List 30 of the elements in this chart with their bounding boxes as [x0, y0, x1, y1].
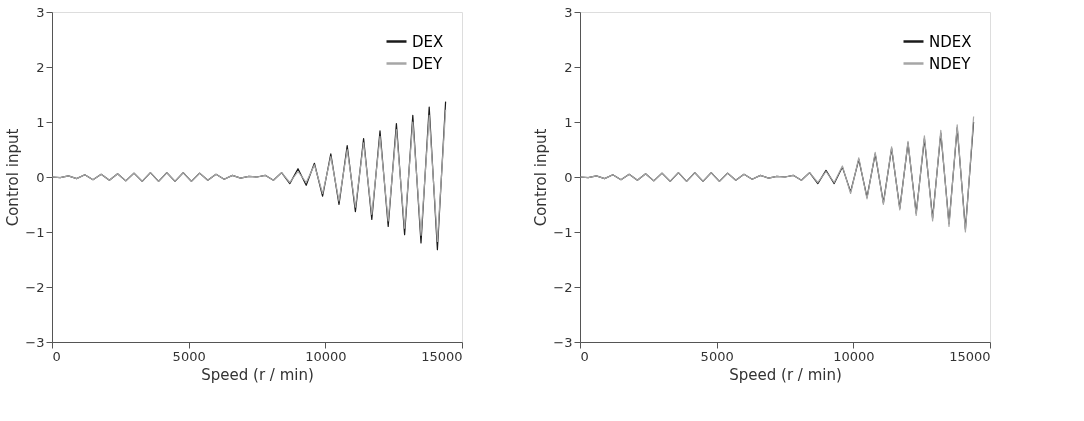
y-tick-label: −3 [25, 334, 45, 350]
y-tick-label: −2 [553, 279, 573, 295]
y-tick-label: −3 [553, 334, 573, 350]
x-tick-label: 0 [52, 348, 61, 364]
x-tick-label: 0 [580, 348, 589, 364]
y-tick-label: −1 [25, 224, 45, 240]
y-tick-label: −2 [25, 279, 45, 295]
x-tick-label: 5000 [172, 348, 206, 364]
x-tick-label: 10000 [305, 348, 347, 364]
x-tick-label: 5000 [700, 348, 734, 364]
y-tick-label: −1 [553, 224, 573, 240]
y-tick-label: 2 [36, 59, 45, 75]
y-tick-label: 3 [36, 4, 45, 20]
y-tick-label: 3 [564, 4, 573, 20]
y-tick-label: 1 [36, 114, 45, 130]
legend-label: DEY [412, 54, 444, 73]
y-tick-label: 0 [36, 169, 45, 185]
legend-label: DEX [412, 32, 444, 51]
y-axis-title: Control input [4, 128, 23, 227]
x-axis-title: Speed (r / min) [201, 365, 314, 384]
legend-label: NDEY [929, 54, 972, 73]
y-axis-title: Control input [532, 128, 551, 227]
y-tick-label: 2 [564, 59, 573, 75]
legend-label: NDEX [929, 32, 972, 51]
x-tick-label: 10000 [833, 348, 875, 364]
x-tick-label: 15000 [421, 348, 463, 364]
x-axis-title: Speed (r / min) [729, 365, 842, 384]
x-tick-label: 15000 [949, 348, 991, 364]
y-tick-label: 1 [564, 114, 573, 130]
y-tick-label: 0 [564, 169, 573, 185]
